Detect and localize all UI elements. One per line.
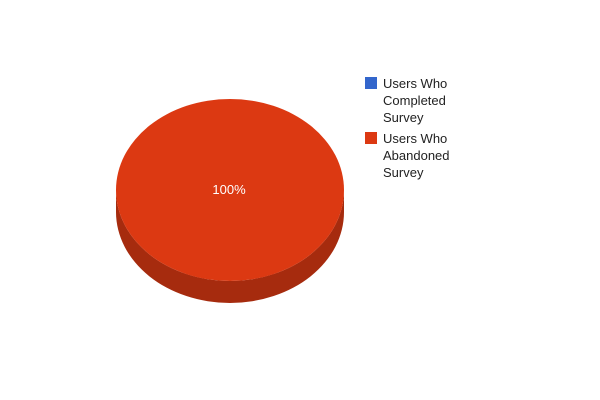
legend-item-abandoned[interactable]: Users Who Abandoned Survey	[365, 130, 475, 181]
pie-side	[116, 190, 344, 303]
legend: Users Who Completed Survey Users Who Aba…	[365, 75, 475, 185]
legend-swatch-abandoned	[365, 132, 377, 144]
legend-swatch-completed	[365, 77, 377, 89]
data-label-abandoned: 100%	[212, 182, 246, 197]
legend-label-completed: Users Who Completed Survey	[383, 76, 448, 125]
pie-slice-abandoned[interactable]	[116, 99, 344, 281]
legend-label-abandoned: Users Who Abandoned Survey	[383, 131, 450, 180]
legend-item-completed[interactable]: Users Who Completed Survey	[365, 75, 475, 126]
